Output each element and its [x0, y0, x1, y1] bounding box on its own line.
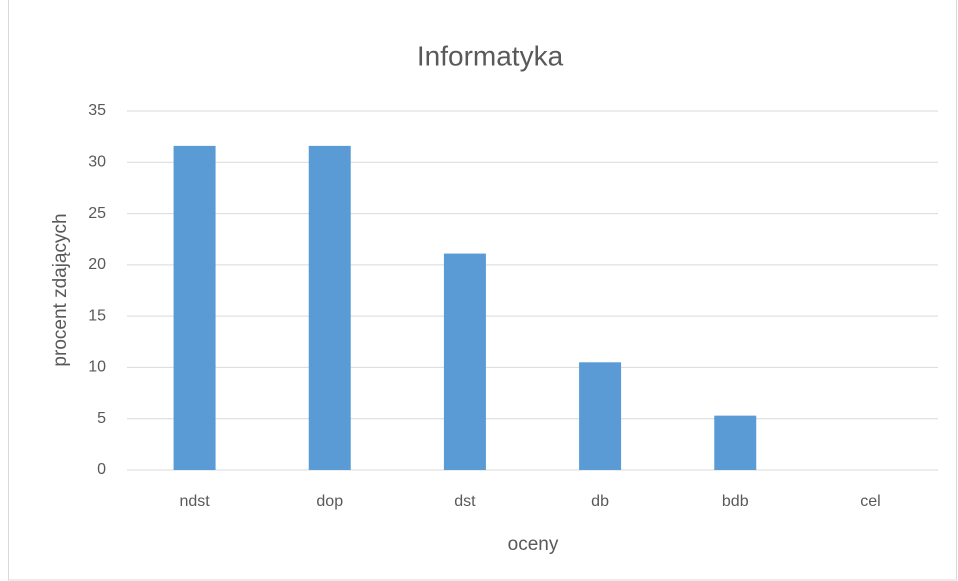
- y-tick-label: 0: [97, 461, 106, 478]
- x-tick-label: dst: [454, 493, 476, 510]
- y-tick-label: 25: [88, 205, 106, 222]
- x-axis-title: oceny: [508, 534, 559, 555]
- bar: [443, 253, 486, 470]
- bar: [308, 145, 351, 471]
- y-tick-label: 15: [88, 307, 106, 324]
- x-tick-label: bdb: [722, 493, 749, 510]
- x-tick-label: dop: [316, 493, 343, 510]
- chart-title: Informatyka: [417, 40, 564, 71]
- y-tick-label: 20: [88, 256, 106, 273]
- bar: [579, 362, 622, 470]
- y-tick-label: 30: [88, 154, 106, 171]
- bar: [714, 415, 757, 470]
- x-tick-label: cel: [860, 493, 880, 510]
- y-axis-title: procent zdających: [50, 213, 71, 366]
- bar: [173, 145, 216, 471]
- x-tick-label: db: [591, 493, 609, 510]
- x-tick-label: ndst: [179, 493, 210, 510]
- y-tick-label: 35: [88, 102, 106, 119]
- y-tick-label: 10: [88, 359, 106, 376]
- y-tick-label: 5: [97, 410, 106, 427]
